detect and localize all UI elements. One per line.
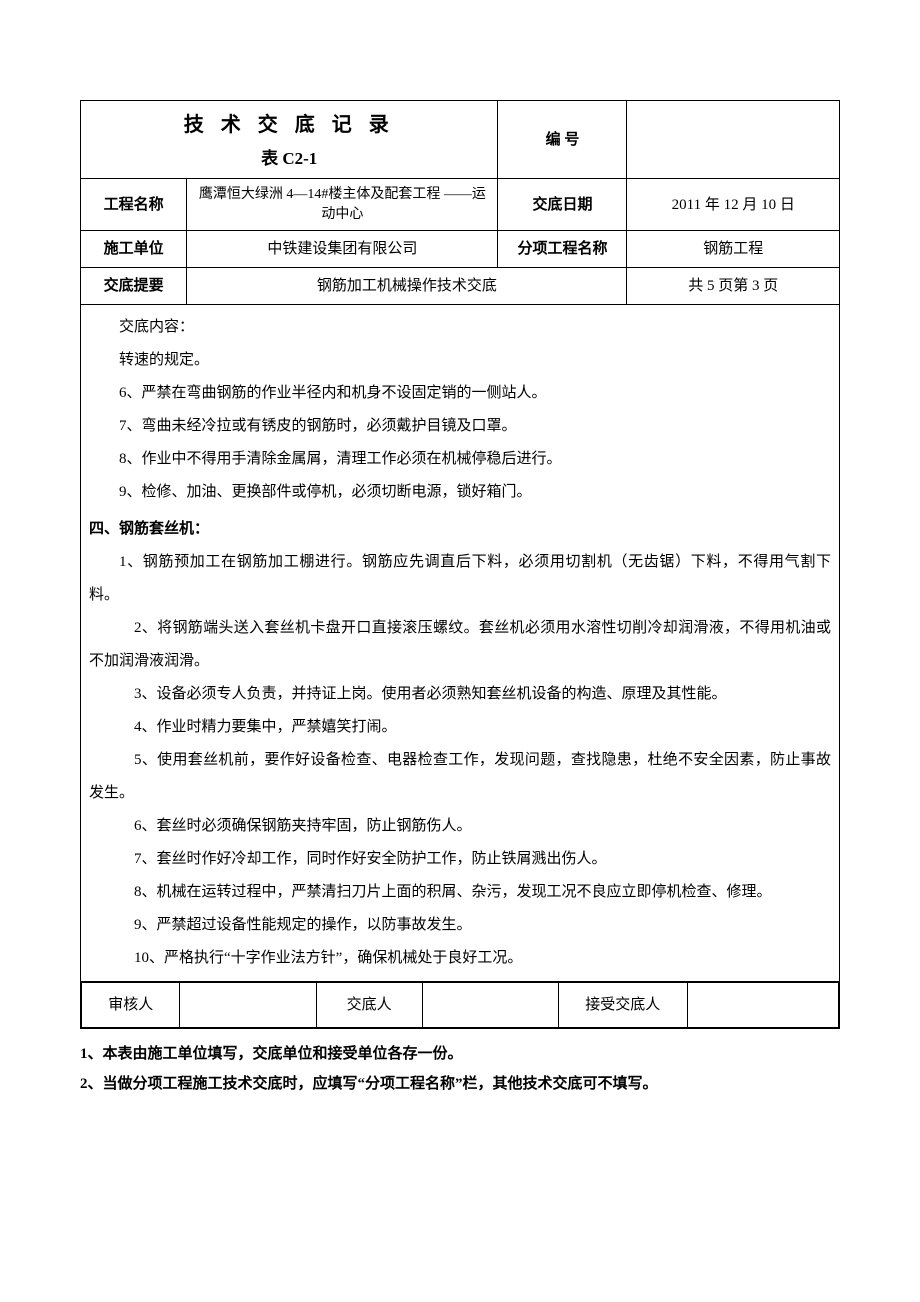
subitem-label: 分项工程名称 [498, 231, 627, 268]
summary-label: 交底提要 [81, 268, 187, 305]
date-label: 交底日期 [498, 179, 627, 231]
s4-10: 10、严格执行“十字作业法方针”，确保机械处于良好工况。 [89, 942, 831, 975]
content-p8: 8、作业中不得用手清除金属屑，清理工作必须在机械停稳后进行。 [89, 443, 831, 476]
s4-2: 2、将钢筋端头送入套丝机卡盘开口直接滚压螺纹。套丝机必须用水溶性切削冷却润滑液，… [89, 612, 831, 678]
sender-value [422, 983, 558, 1028]
receiver-label: 接受交底人 [558, 983, 687, 1028]
subitem-value: 钢筋工程 [627, 231, 840, 268]
bianhao-label: 编 号 [498, 101, 627, 179]
note-1: 1、本表由施工单位填写，交底单位和接受单位各存一份。 [80, 1039, 840, 1069]
s4-3: 3、设备必须专人负责，并持证上岗。使用者必须熟知套丝机设备的构造、原理及其性能。 [89, 678, 831, 711]
content-body: 交底内容： 转速的规定。 6、严禁在弯曲钢筋的作业半径内和机身不设固定销的一侧站… [81, 305, 840, 982]
footnotes: 1、本表由施工单位填写，交底单位和接受单位各存一份。 2、当做分项工程施工技术交… [80, 1039, 840, 1099]
summary-value: 钢筋加工机械操作技术交底 [187, 268, 627, 305]
s4-7: 7、套丝时作好冷却工作，同时作好安全防护工作，防止铁屑溅出伤人。 [89, 843, 831, 876]
contractor-value: 中铁建设集团有限公司 [187, 231, 498, 268]
reviewer-value [180, 983, 316, 1028]
date-value: 2011 年 12 月 10 日 [627, 179, 840, 231]
content-p6: 6、严禁在弯曲钢筋的作业半径内和机身不设固定销的一侧站人。 [89, 377, 831, 410]
project-name-label: 工程名称 [81, 179, 187, 231]
s4-1: 1、钢筋预加工在钢筋加工棚进行。钢筋应先调直后下料，必须用切割机（无齿锯）下料，… [89, 546, 831, 612]
reviewer-label: 审核人 [82, 983, 180, 1028]
contractor-label: 施工单位 [81, 231, 187, 268]
bianhao-value [627, 101, 840, 179]
sender-label: 交底人 [316, 983, 422, 1028]
section4-title: 四、钢筋套丝机： [89, 513, 831, 546]
signature-table: 审核人 交底人 接受交底人 [81, 982, 839, 1028]
content-prev-line: 转速的规定。 [89, 344, 831, 377]
note-2: 2、当做分项工程施工技术交底时，应填写“分项工程名称”栏，其他技术交底可不填写。 [80, 1069, 840, 1099]
s4-4: 4、作业时精力要集中，严禁嬉笑打闹。 [89, 711, 831, 744]
doc-title: 技 术 交 底 记 录 [184, 101, 395, 143]
content-p9: 9、检修、加油、更换部件或停机，必须切断电源，锁好箱门。 [89, 476, 831, 509]
project-name-value: 鹰潭恒大绿洲 4—14#楼主体及配套工程 ——运动中心 [187, 179, 498, 231]
content-p7: 7、弯曲未经冷拉或有锈皮的钢筋时，必须戴护目镜及口罩。 [89, 410, 831, 443]
receiver-value [687, 983, 838, 1028]
s4-5: 5、使用套丝机前，要作好设备检查、电器检查工作，发现问题，查找隐患，杜绝不安全因… [89, 744, 831, 810]
s4-6: 6、套丝时必须确保钢筋夹持牢固，防止钢筋伤人。 [89, 810, 831, 843]
main-table: 技 术 交 底 记 录 表 C2-1 编 号 工程名称 鹰潭恒大绿洲 4—14#… [80, 100, 840, 1029]
s4-8: 8、机械在运转过程中，严禁清扫刀片上面的积屑、杂污，发现工况不良应立即停机检查、… [89, 876, 831, 909]
doc-subtitle: 表 C2-1 [261, 143, 317, 178]
content-heading: 交底内容： [89, 311, 831, 344]
s4-9: 9、严禁超过设备性能规定的操作，以防事故发生。 [89, 909, 831, 942]
page-info: 共 5 页第 3 页 [627, 268, 840, 305]
